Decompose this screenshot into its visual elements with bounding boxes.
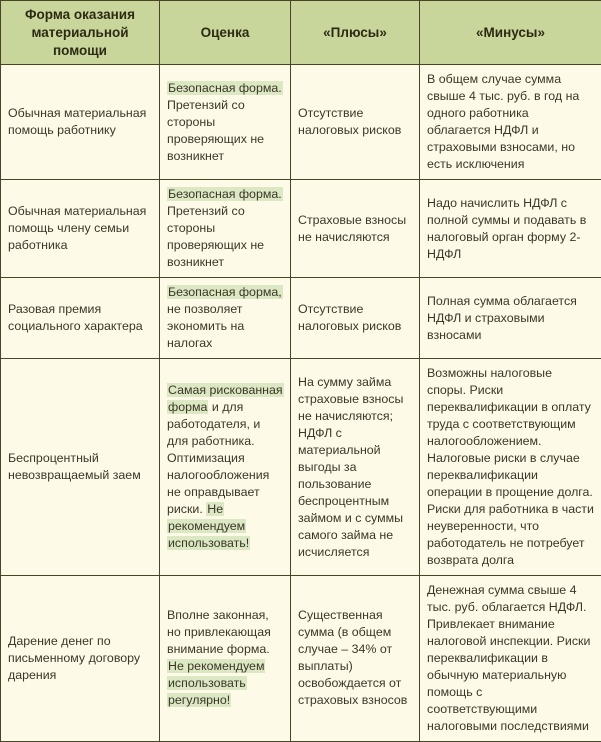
cell-evaluation: Вполне законная, но привлекающая внимани… — [160, 576, 291, 742]
cell-cons: В общем случае сумма свыше 4 тыс. руб. в… — [420, 65, 601, 180]
cell-evaluation: Безопасная форма. Претензий со стороны п… — [160, 65, 291, 180]
table-row: Дарение денег по письменному договору да… — [1, 576, 601, 742]
cell-form: Разовая премия социального характера — [1, 278, 160, 359]
table-container: Форма оказания материальной помощи Оценк… — [0, 0, 601, 607]
cell-pros: На сумму займа страховые взносы не начис… — [291, 359, 420, 576]
evaluation-text: Вполне законная, но привлекающая внимани… — [167, 608, 271, 656]
evaluation-highlight-2: Не рекомендуем использовать регулярно! — [167, 659, 265, 707]
column-header-pros: «Плюсы» — [291, 1, 420, 65]
column-header-form-line1: Форма оказания — [25, 7, 135, 22]
table-row: Обычная материальная помощь члену семьи … — [1, 180, 601, 278]
cell-pros: Страховые взносы не начисляются — [291, 180, 420, 278]
cell-form: Обычная материальная помощь члену семьи … — [1, 180, 160, 278]
cell-cons: Денежная сумма свыше 4 тыс. руб. облагае… — [420, 576, 601, 742]
cell-cons: Надо начислить НДФЛ с полной суммы и под… — [420, 180, 601, 278]
cell-form: Дарение денег по письменному договору да… — [1, 576, 160, 742]
evaluation-highlight: Безопасная форма, — [167, 285, 283, 299]
cons-paragraph-1: Возможны налоговые споры. Риски переквал… — [427, 366, 593, 499]
cell-evaluation: Безопасная форма, не позволяет экономить… — [160, 278, 291, 359]
cell-cons: Полная сумма облагается НДФЛ и страховым… — [420, 278, 601, 359]
column-header-form: Форма оказания материальной помощи — [1, 1, 160, 65]
table-header: Форма оказания материальной помощи Оценк… — [1, 1, 601, 65]
evaluation-text: Претензий со стороны проверяющих не возн… — [167, 204, 264, 269]
evaluation-text: не позволяет экономить на налогах — [167, 302, 244, 350]
cons-paragraph-2: Риски для работника в части неуверенност… — [427, 502, 594, 567]
cell-cons: Возможны налоговые споры. Риски переквал… — [420, 359, 601, 576]
evaluation-highlight: Безопасная форма. — [167, 81, 283, 95]
cell-evaluation: Безопасная форма. Претензий со стороны п… — [160, 180, 291, 278]
cell-form: Обычная материальная помощь работнику — [1, 65, 160, 180]
cell-form: Беспроцентный невозвращаемый заем — [1, 359, 160, 576]
column-header-cons: «Минусы» — [420, 1, 601, 65]
table-row: Беспроцентный невозвращаемый заем Самая … — [1, 359, 601, 576]
table-row: Обычная материальная помощь работнику Бе… — [1, 65, 601, 180]
column-header-evaluation: Оценка — [160, 1, 291, 65]
cell-pros: Отсутствие налоговых рисков — [291, 65, 420, 180]
column-header-form-line2: материальной помощи — [31, 25, 128, 58]
cell-evaluation: Самая рискованная форма и для работодате… — [160, 359, 291, 576]
cell-pros: Отсутствие налоговых рисков — [291, 278, 420, 359]
evaluation-text: Претензий со стороны проверяющих не возн… — [167, 98, 264, 163]
header-row: Форма оказания материальной помощи Оценк… — [1, 1, 601, 65]
table-body: Обычная материальная помощь работнику Бе… — [1, 65, 601, 741]
evaluation-highlight: Безопасная форма. — [167, 187, 283, 201]
cell-pros: Существенная сумма (в общем случае – 34%… — [291, 576, 420, 742]
table-row: Разовая премия социального характера Без… — [1, 278, 601, 359]
